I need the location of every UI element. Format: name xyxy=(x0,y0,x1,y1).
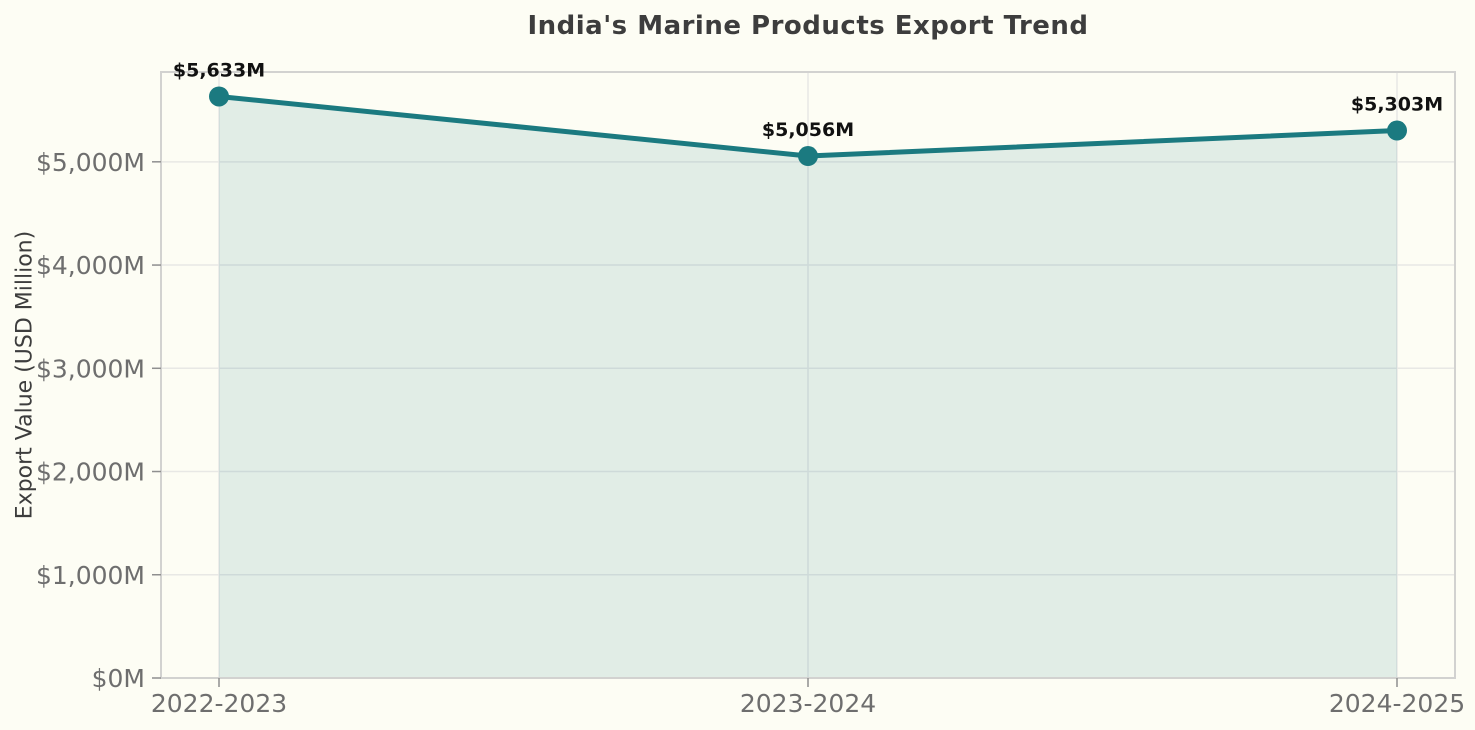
y-tick-label: $1,000M xyxy=(36,561,145,590)
y-tick-label: $5,000M xyxy=(36,148,145,177)
chart-title: India's Marine Products Export Trend xyxy=(527,11,1089,41)
y-tick-label: $4,000M xyxy=(36,251,145,280)
x-tick-label: 2022-2023 xyxy=(151,689,287,718)
data-point-marker xyxy=(209,86,229,107)
data-point-marker xyxy=(1387,120,1407,141)
y-tick-label: $2,000M xyxy=(36,458,145,487)
data-point-label: $5,056M xyxy=(762,119,854,141)
data-point-label: $5,303M xyxy=(1351,94,1443,116)
area-fill xyxy=(219,96,1397,679)
data-point-label: $5,633M xyxy=(173,59,265,81)
y-tick-label: $0M xyxy=(92,664,145,693)
x-tick-label: 2024-2025 xyxy=(1329,689,1465,718)
data-point-marker xyxy=(798,146,818,167)
y-tick-label: $3,000M xyxy=(36,354,145,383)
x-tick-label: 2023-2024 xyxy=(740,689,876,718)
